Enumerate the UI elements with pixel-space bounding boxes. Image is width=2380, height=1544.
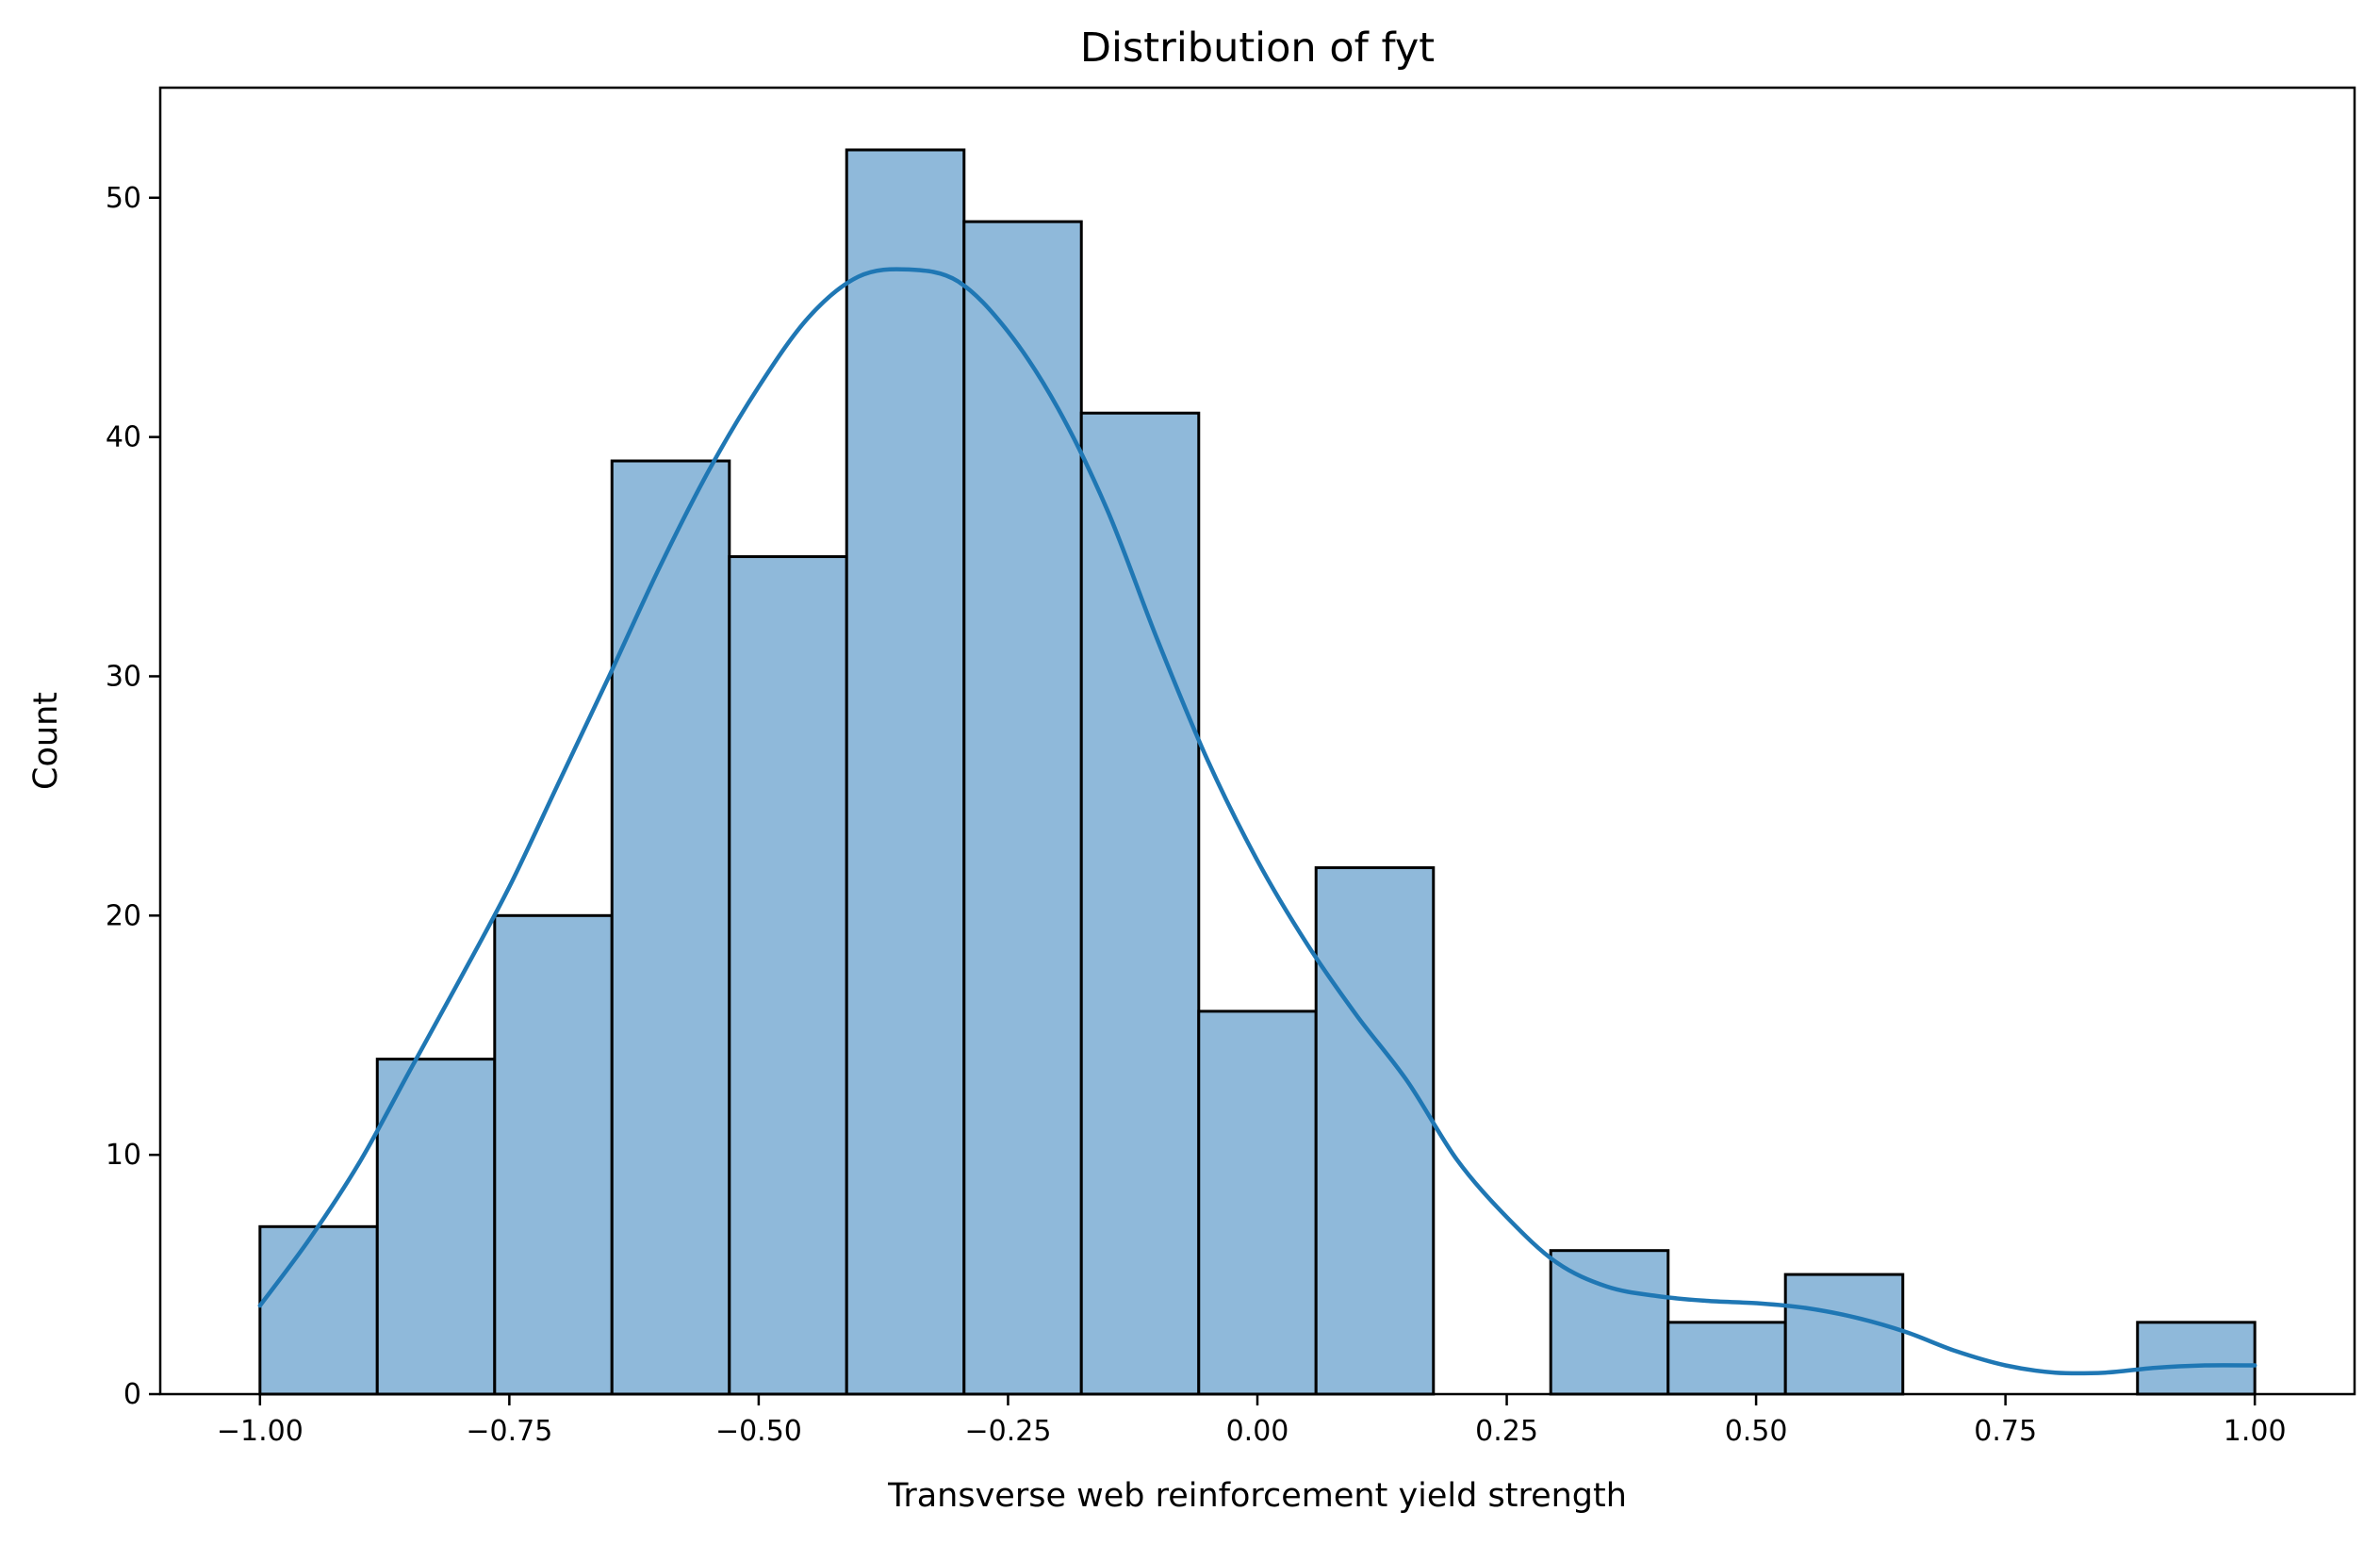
chart-title: Distribution of fyt: [1080, 25, 1435, 72]
histogram-bar: [610, 459, 731, 1396]
x-tick-label: −0.50: [715, 1415, 802, 1448]
kde-curve: [257, 267, 2257, 1376]
x-tick-label: 0.50: [1725, 1415, 1788, 1448]
histogram-bar: [1197, 1010, 1318, 1396]
y-tick-label: 40: [106, 421, 141, 454]
x-tick-label: 0.00: [1226, 1415, 1289, 1448]
x-tick-label: −1.00: [217, 1415, 304, 1448]
histogram-bar: [375, 1058, 497, 1396]
y-axis-ticks: 0 10 20 30 40 50: [106, 182, 160, 1411]
x-tick-label: 1.00: [2224, 1415, 2287, 1448]
histogram-bar: [728, 555, 848, 1396]
y-tick-label: 50: [106, 182, 141, 215]
histogram-bars: [258, 148, 2257, 1396]
x-tick-label: 0.25: [1475, 1415, 1538, 1448]
histogram-bar: [845, 148, 966, 1396]
y-tick-label: 0: [123, 1378, 141, 1411]
x-tick-label: 0.75: [1974, 1415, 2037, 1448]
y-axis-label: Count: [27, 692, 65, 790]
y-tick-label: 30: [106, 660, 141, 693]
histogram-bar: [493, 913, 614, 1396]
x-axis-label: Transverse web reinforcement yield stren…: [887, 1477, 1627, 1515]
x-tick-label: −0.25: [964, 1415, 1051, 1448]
histogram-bar: [1314, 866, 1436, 1396]
histogram-bar: [1079, 411, 1201, 1396]
y-tick-label: 20: [106, 899, 141, 932]
y-tick-label: 10: [106, 1139, 141, 1172]
x-tick-label: −0.75: [466, 1415, 552, 1448]
histogram-bar: [1783, 1273, 1905, 1396]
histogram-bar: [2136, 1321, 2257, 1396]
histogram-bar: [1666, 1321, 1787, 1396]
histogram-bar: [258, 1224, 379, 1396]
histogram-bar: [962, 220, 1083, 1396]
x-axis-ticks: −1.00 −0.75 −0.50 −0.25 0.00 0.25 0.50 0.75 1.00: [217, 1394, 2287, 1448]
